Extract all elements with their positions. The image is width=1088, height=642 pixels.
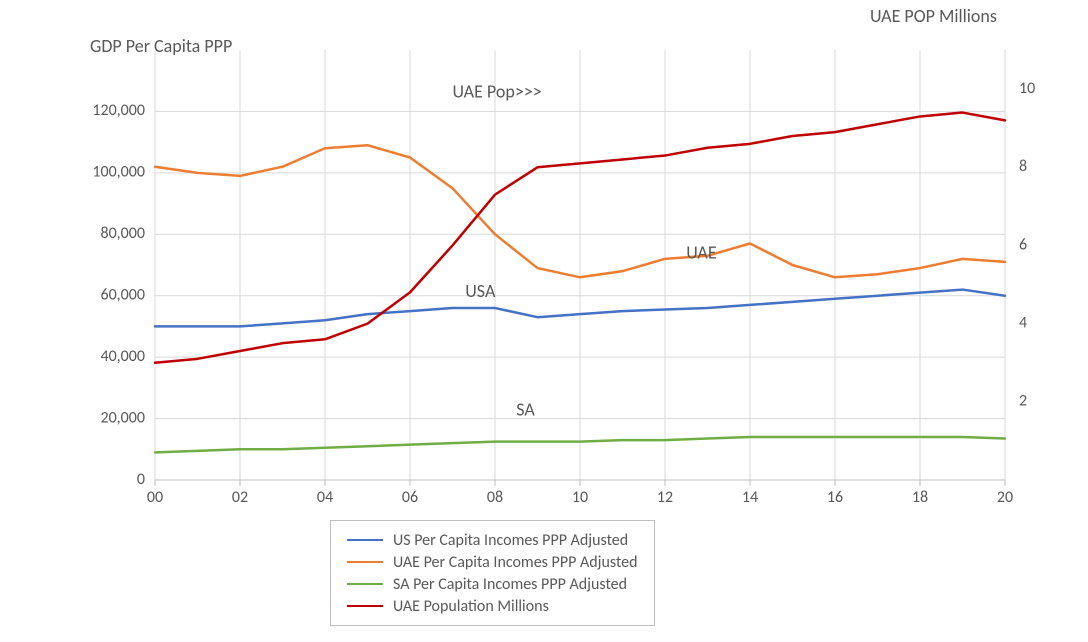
annotation: USA [465,280,496,302]
svg-text:00: 00 [147,488,163,507]
svg-text:14: 14 [742,488,758,507]
svg-text:20,000: 20,000 [100,408,145,427]
svg-text:18: 18 [912,488,928,507]
svg-text:06: 06 [402,488,418,507]
legend-label: US Per Capita Incomes PPP Adjusted [393,531,628,550]
svg-text:60,000: 60,000 [100,286,145,305]
svg-text:02: 02 [232,488,248,507]
legend-label: UAE Per Capita Incomes PPP Adjusted [393,553,638,572]
svg-text:100,000: 100,000 [92,163,145,182]
legend: US Per Capita Incomes PPP Adjusted UAE Pe… [330,520,655,626]
svg-text:0: 0 [137,470,145,489]
annotation: UAE [686,242,717,264]
svg-text:10: 10 [572,488,588,507]
svg-text:40,000: 40,000 [100,347,145,366]
legend-swatch [347,605,383,607]
legend-swatch [347,583,383,585]
svg-text:08: 08 [487,488,503,507]
svg-text:120,000: 120,000 [92,101,145,120]
legend-label: UAE Population Millions [393,597,549,616]
svg-text:12: 12 [657,488,673,507]
svg-text:2: 2 [1019,392,1027,411]
svg-text:8: 8 [1019,157,1027,176]
legend-swatch [347,539,383,541]
annotation: SA [516,398,535,420]
svg-text:04: 04 [317,488,333,507]
chart-container: { "layout": { "width": 1088, "height": 6… [0,0,1088,642]
svg-text:4: 4 [1019,313,1027,332]
svg-text:20: 20 [997,488,1013,507]
legend-item-sa: SA Per Capita Incomes PPP Adjusted [347,573,638,595]
annotation: UAE Pop>>> [453,80,542,102]
svg-text:80,000: 80,000 [100,224,145,243]
legend-item-us: US Per Capita Incomes PPP Adjusted [347,529,638,551]
legend-label: SA Per Capita Incomes PPP Adjusted [393,575,627,594]
legend-item-uae_pop: UAE Population Millions [347,595,638,617]
legend-item-uae: UAE Per Capita Incomes PPP Adjusted [347,551,638,573]
svg-text:16: 16 [827,488,843,507]
svg-text:6: 6 [1019,235,1027,254]
legend-swatch [347,561,383,563]
svg-text:10: 10 [1019,79,1035,98]
